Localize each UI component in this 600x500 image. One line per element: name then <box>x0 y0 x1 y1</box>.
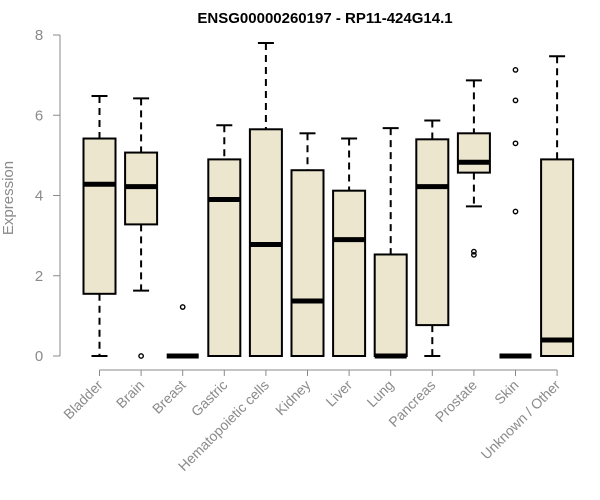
x-tick-label: Liver <box>322 377 355 410</box>
box-brain <box>124 97 159 359</box>
x-tick-label: Prostate <box>432 377 480 425</box>
outlier-point <box>512 208 519 215</box>
x-tick-label: Brain <box>113 377 147 411</box>
y-axis: 0 2 4 6 8 <box>35 27 61 365</box>
box-iqr <box>82 137 117 295</box>
y-tick-label: 8 <box>35 27 43 44</box>
box-gastric <box>207 124 242 357</box>
box-iqr <box>415 138 450 327</box>
box-lung <box>373 127 408 359</box>
x-tick-label: Skin <box>491 377 522 408</box>
outlier-point <box>512 67 519 73</box>
y-tick-label: 0 <box>35 348 43 365</box>
outlier-point <box>470 251 477 258</box>
outlier-point <box>138 353 145 359</box>
box-pancreas <box>415 119 450 357</box>
y-tick-label: 6 <box>35 107 43 124</box>
y-tick-label: 4 <box>35 188 43 205</box>
outlier-point <box>470 248 477 255</box>
box-bladder <box>82 94 117 357</box>
box-prostate <box>456 79 491 258</box>
outlier-point <box>512 97 519 104</box>
outlier-point <box>179 304 186 310</box>
x-tick-label: Lung <box>363 377 396 410</box>
x-tick-label: Kidney <box>272 377 314 419</box>
x-tick-label: Bladder <box>60 377 106 423</box>
box-hematopoietic-cells <box>248 42 283 357</box>
y-tick-label: 2 <box>35 268 43 285</box>
outlier-point <box>512 140 519 147</box>
box-liver <box>332 137 367 357</box>
chart-title: ENSG00000260197 - RP11-424G14.1 <box>197 10 452 27</box>
boxes-group <box>82 42 575 359</box>
box-unknown-other <box>540 55 575 357</box>
box-iqr <box>332 189 367 357</box>
box-iqr <box>290 169 325 357</box>
box-iqr <box>207 158 242 357</box>
box-kidney <box>290 132 325 357</box>
box-skin <box>499 67 532 359</box>
box-iqr <box>456 132 491 174</box>
x-tick-label: Breast <box>149 377 189 417</box>
box-iqr <box>540 158 575 357</box>
x-tick-label: Unknown / Other <box>478 377 564 463</box>
y-axis-label: Expression <box>0 161 17 235</box>
box-breast <box>166 304 199 359</box>
box-iqr <box>373 253 408 357</box>
